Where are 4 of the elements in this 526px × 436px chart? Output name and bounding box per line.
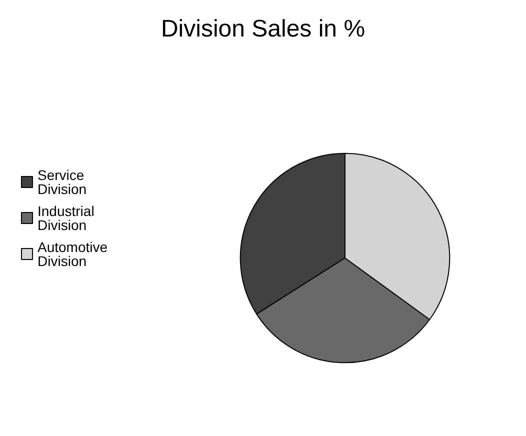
chart-title: Division Sales in % bbox=[160, 16, 366, 42]
legend-label: Service Division bbox=[38, 167, 88, 197]
legend-label: Automotive Division bbox=[38, 239, 112, 269]
legend-label: Industrial Division bbox=[38, 203, 98, 233]
